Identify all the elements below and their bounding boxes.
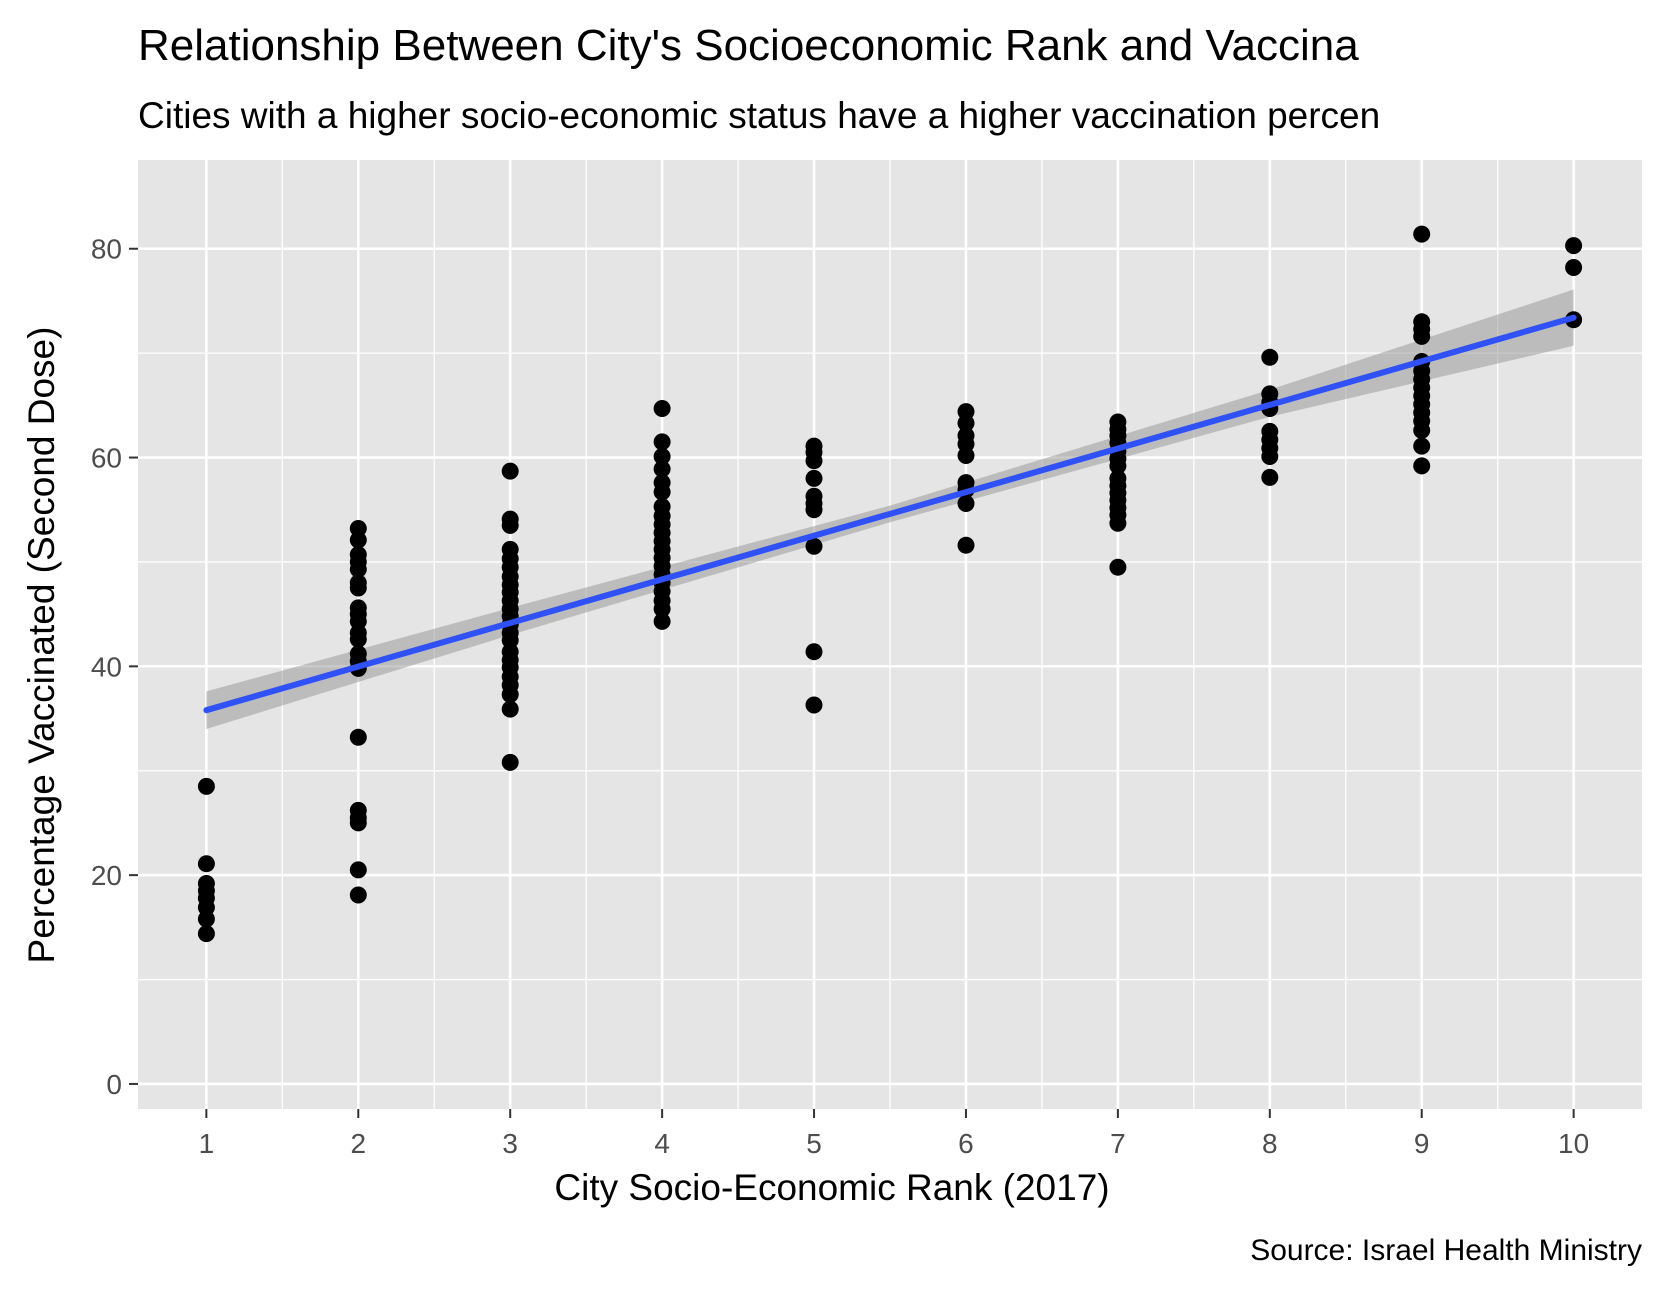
data-point [349, 531, 367, 549]
x-tick-label: 10 [1558, 1128, 1589, 1159]
data-point [1565, 237, 1583, 255]
data-point [1413, 437, 1431, 455]
data-point [805, 469, 823, 487]
x-tick-label: 2 [350, 1128, 366, 1159]
data-point [805, 643, 823, 661]
data-point [1413, 327, 1431, 345]
data-point [805, 537, 823, 555]
data-point [349, 886, 367, 904]
data-point [653, 612, 671, 630]
data-point [957, 447, 975, 464]
x-tick-label: 3 [502, 1128, 518, 1159]
data-point [501, 753, 519, 771]
data-point [349, 861, 367, 879]
data-point [1413, 457, 1431, 475]
data-point [805, 696, 823, 714]
regression-line [203, 314, 1577, 714]
data-point [197, 855, 215, 873]
data-point [1261, 448, 1279, 465]
data-point [653, 448, 671, 465]
data-point [349, 560, 367, 578]
y-tick-label: 80 [91, 234, 122, 265]
x-tick-label: 8 [1262, 1128, 1278, 1159]
y-axis-title: Percentage Vaccinated (Second Dose) [21, 327, 62, 964]
y-tick-label: 20 [91, 860, 122, 891]
data-point [653, 460, 671, 478]
x-tick-label: 6 [958, 1128, 974, 1159]
confidence-band [206, 289, 1574, 729]
data-point [805, 501, 823, 519]
x-axis: 1 2 3 4 5 6 7 8 9 10 [199, 1109, 1589, 1159]
data-point [957, 414, 975, 432]
data-point [349, 579, 367, 597]
x-axis-title: City Socio-Economic Rank (2017) [554, 1167, 1109, 1208]
data-point [349, 630, 367, 648]
chart-subtitle: Cities with a higher socio-economic stat… [138, 95, 1380, 136]
data-point [653, 433, 671, 451]
chart-caption: Source: Israel Health Ministry [1250, 1234, 1642, 1267]
y-tick-label: 0 [106, 1069, 122, 1100]
data-point [1565, 259, 1583, 276]
x-tick-label: 5 [806, 1128, 822, 1159]
data-point [197, 925, 215, 943]
data-point [1261, 348, 1279, 366]
data-point [653, 600, 671, 618]
x-tick-label: 1 [199, 1128, 215, 1159]
data-point [1109, 514, 1127, 532]
y-tick-label: 60 [91, 443, 122, 474]
data-point [1261, 468, 1279, 486]
data-point [501, 516, 519, 534]
chart-title: Relationship Between City's Socioeconomi… [138, 21, 1359, 70]
data-point [197, 910, 215, 928]
x-tick-label: 7 [1110, 1128, 1126, 1159]
data-point [349, 728, 367, 746]
x-tick-label: 4 [654, 1128, 670, 1159]
data-point [1109, 457, 1127, 475]
data-points [197, 225, 1583, 943]
y-axis: 0 20 40 60 80 [91, 234, 138, 1100]
data-point [501, 462, 519, 480]
data-point [1413, 225, 1431, 243]
data-point [349, 814, 367, 832]
y-tick-label: 40 [91, 651, 122, 682]
data-point [501, 700, 519, 718]
data-point [957, 495, 975, 512]
data-point [805, 452, 823, 470]
data-point [197, 777, 215, 795]
data-point [1413, 421, 1431, 439]
data-point [1109, 558, 1127, 576]
data-point [501, 686, 519, 703]
data-point [957, 536, 975, 554]
x-tick-label: 9 [1414, 1128, 1430, 1159]
data-point [653, 483, 671, 501]
data-point [653, 400, 671, 417]
